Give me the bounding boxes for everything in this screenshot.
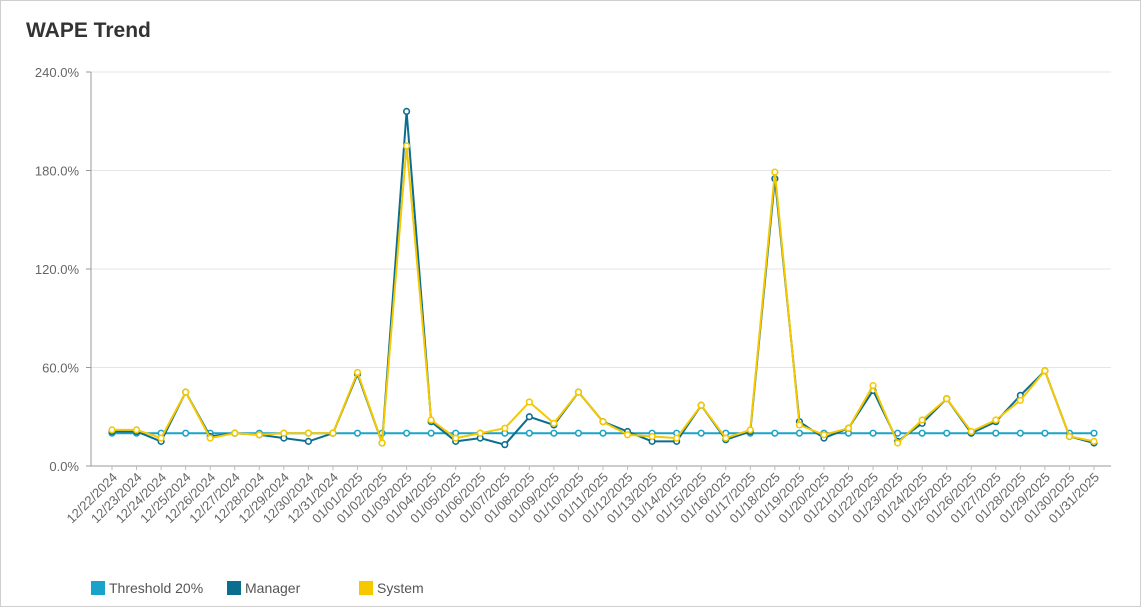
data-point <box>182 429 190 437</box>
data-point <box>231 429 239 437</box>
data-point <box>280 429 288 437</box>
data-point <box>992 416 1000 424</box>
legend-swatch <box>227 581 241 595</box>
data-point <box>1041 429 1049 437</box>
data-point <box>501 424 509 432</box>
data-point <box>697 401 705 409</box>
legend-label: System <box>377 580 424 596</box>
data-point <box>353 368 362 377</box>
data-point <box>771 168 779 176</box>
data-point <box>992 429 1000 437</box>
data-point <box>304 437 313 445</box>
data-point <box>550 429 558 437</box>
data-point <box>525 413 533 421</box>
data-point <box>353 429 362 437</box>
legend-label: Threshold 20% <box>109 580 204 596</box>
series-line-1 <box>112 110 1095 446</box>
data-point <box>893 429 902 437</box>
data-point <box>943 395 951 403</box>
data-point <box>771 429 779 437</box>
data-point <box>795 429 804 437</box>
data-point <box>795 421 804 429</box>
data-point <box>820 431 828 439</box>
data-point <box>427 416 435 424</box>
data-point <box>697 429 705 437</box>
data-point <box>918 416 926 424</box>
y-tick-label: 120.0% <box>35 262 80 277</box>
data-point <box>525 429 533 437</box>
data-point <box>157 434 165 442</box>
y-tick-label: 180.0% <box>35 164 80 179</box>
legend-item[interactable]: Manager <box>227 580 300 596</box>
data-point <box>623 431 632 439</box>
data-point <box>476 429 484 437</box>
data-point <box>1016 429 1024 437</box>
y-tick-label: 240.0% <box>35 65 80 80</box>
data-point <box>403 107 411 115</box>
data-point <box>403 429 411 437</box>
data-point <box>501 441 509 449</box>
y-tick-label: 60.0% <box>42 361 79 376</box>
y-tick-label: 0.0% <box>49 459 79 474</box>
legend-item[interactable]: Threshold 20% <box>91 580 203 596</box>
data-point <box>132 426 141 434</box>
data-point <box>304 429 313 437</box>
data-point <box>206 434 214 442</box>
data-point <box>182 388 190 396</box>
data-point <box>427 429 435 437</box>
data-point <box>525 398 533 406</box>
data-point <box>1090 437 1098 445</box>
data-point <box>108 426 116 434</box>
data-point <box>550 419 558 427</box>
data-point <box>844 424 853 432</box>
data-point <box>869 429 877 437</box>
data-point <box>329 429 337 437</box>
data-point <box>403 142 411 150</box>
data-point <box>673 434 681 442</box>
data-point <box>599 418 607 426</box>
data-point <box>1041 367 1049 375</box>
data-point <box>869 381 877 390</box>
legend-item[interactable]: System <box>359 580 424 596</box>
legend-swatch <box>91 581 105 595</box>
data-point <box>943 429 951 437</box>
chart-title: WAPE Trend <box>26 19 151 42</box>
data-point <box>574 429 583 437</box>
data-point <box>255 431 263 439</box>
data-point <box>378 439 386 447</box>
data-point <box>574 388 583 396</box>
data-point <box>893 439 902 447</box>
data-point <box>746 426 754 434</box>
legend-swatch <box>359 581 373 595</box>
data-point <box>1016 396 1024 404</box>
data-point <box>918 429 926 437</box>
data-point <box>722 434 730 442</box>
data-point <box>648 432 656 441</box>
data-point <box>967 427 975 436</box>
data-point <box>1090 429 1098 437</box>
data-point <box>1065 432 1074 441</box>
data-point <box>452 434 460 442</box>
data-point <box>599 429 607 437</box>
legend-label: Manager <box>245 580 301 596</box>
